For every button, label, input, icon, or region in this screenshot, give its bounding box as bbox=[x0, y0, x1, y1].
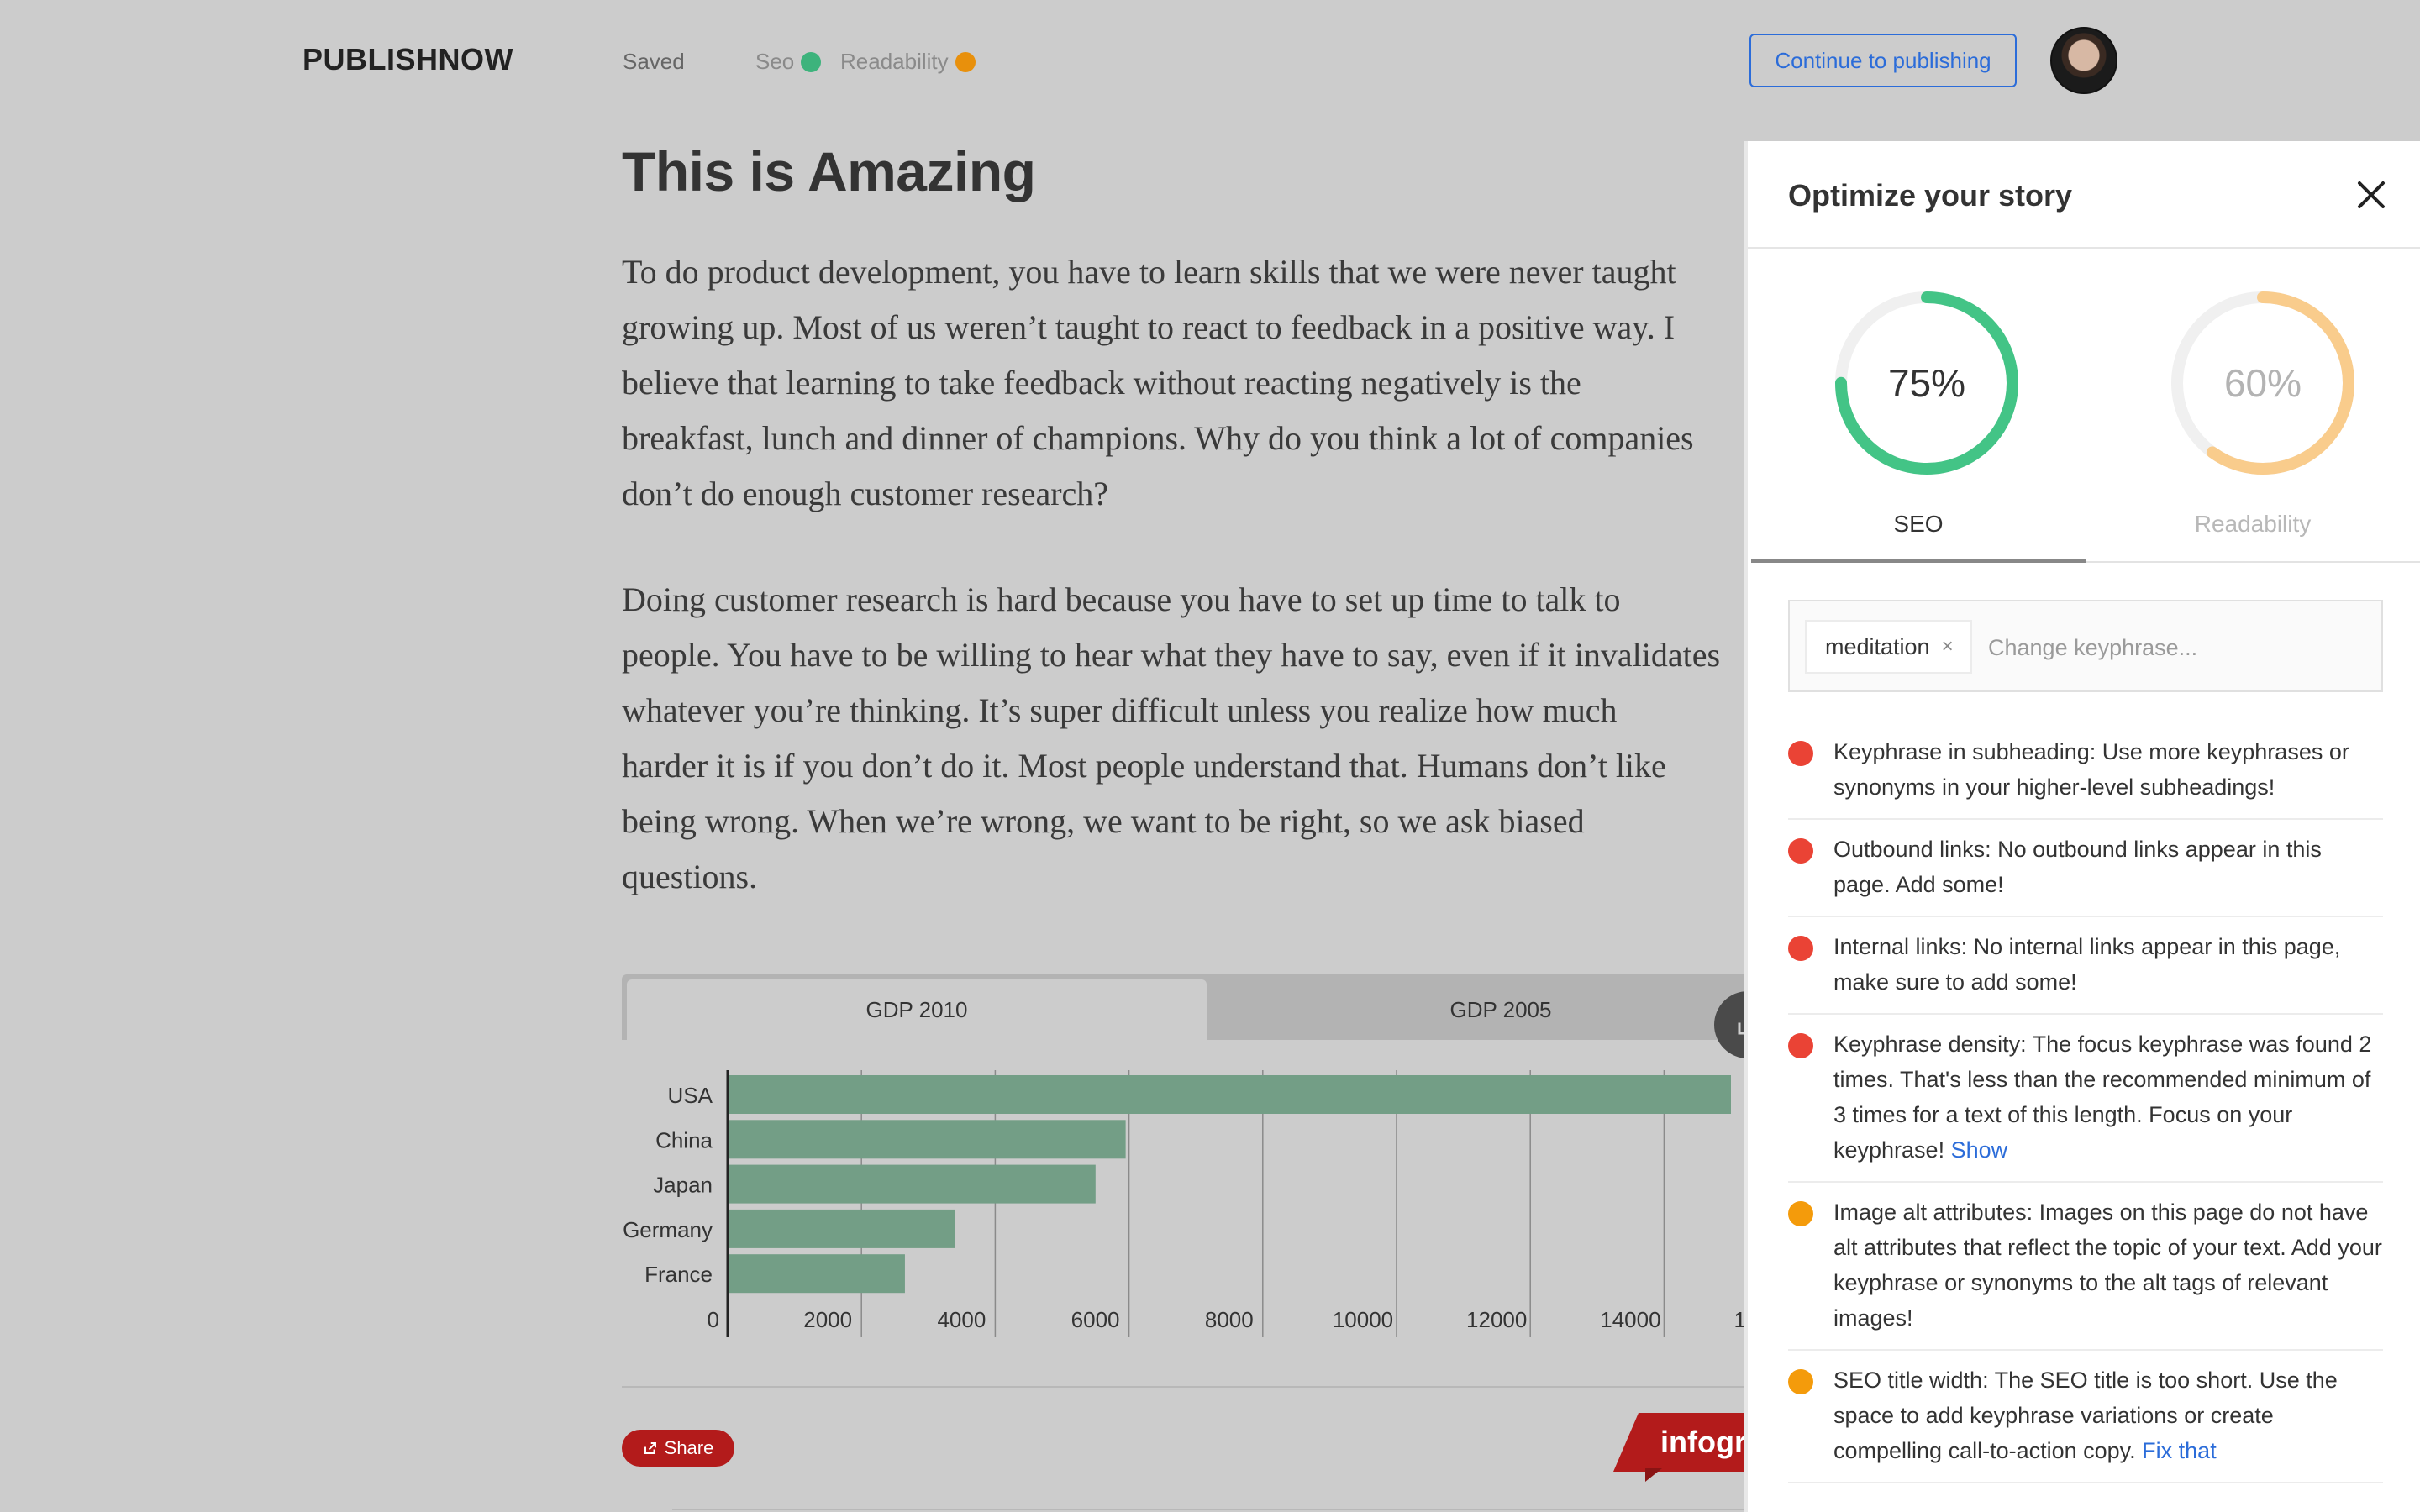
readability-status-dot bbox=[955, 51, 976, 72]
seo-status-label: Seo bbox=[755, 49, 795, 74]
status-dot-red bbox=[1788, 741, 1813, 766]
user-avatar[interactable] bbox=[2050, 27, 2118, 94]
status-dot-orange bbox=[1788, 1369, 1813, 1394]
chart-bar-germany[interactable] bbox=[728, 1209, 955, 1248]
app-logo[interactable]: PUBLISHNOW bbox=[302, 42, 513, 76]
panel-header-divider bbox=[1748, 247, 2420, 249]
readability-status-label: Readability bbox=[840, 49, 949, 74]
optimize-panel: Optimize your story 75% 60% SEO Readabil… bbox=[1744, 141, 2420, 1512]
seo-check-text: Outbound links: No outbound links appear… bbox=[1833, 837, 2322, 897]
chart-x-tick-label: 14000 bbox=[1600, 1307, 1660, 1332]
seo-check-text: Keyphrase in subheading: Use more keyphr… bbox=[1833, 739, 2349, 800]
tab-seo-active-indicator bbox=[1751, 559, 2086, 563]
seo-check-text: Internal links: No internal links appear… bbox=[1833, 934, 2341, 995]
chart-tab-gdp-2005[interactable]: GDP 2005 bbox=[1449, 996, 1552, 1022]
seo-gauge-ring bbox=[1835, 291, 2018, 475]
infogram-logo-tail bbox=[1645, 1468, 1662, 1482]
chart-bar-usa[interactable] bbox=[728, 1075, 1731, 1114]
close-panel-button[interactable] bbox=[2349, 173, 2393, 217]
status-dot-red bbox=[1788, 1033, 1813, 1058]
chart-x-tick-label: 16000 bbox=[1733, 1307, 1744, 1332]
chart-share-button[interactable]: Share bbox=[622, 1430, 734, 1467]
seo-check-item: Keyphrase in subheading: Use more keyphr… bbox=[1788, 722, 2383, 820]
bottom-divider bbox=[672, 1509, 1744, 1510]
article-title[interactable]: This is Amazing bbox=[622, 140, 1036, 202]
chart-x-tick-label: 2000 bbox=[803, 1307, 852, 1332]
panel-title: Optimize your story bbox=[1788, 178, 2073, 213]
keyphrase-chip[interactable]: meditation × bbox=[1805, 620, 1972, 674]
chart-x-tick-label: 6000 bbox=[1071, 1307, 1120, 1332]
chart-category-label: France bbox=[644, 1262, 713, 1287]
seo-gauge-arc bbox=[1835, 291, 2018, 475]
seo-check-text: Image alt attributes: Images on this pag… bbox=[1833, 1200, 2382, 1331]
seo-check-text: SEO title width: The SEO title is too sh… bbox=[1833, 1368, 2338, 1463]
chart-x-tick-label: 8000 bbox=[1205, 1307, 1254, 1332]
chart-x-tick-label: 10000 bbox=[1333, 1307, 1393, 1332]
seo-check-item: Internal links: No internal links appear… bbox=[1788, 917, 2383, 1015]
gdp-bar-chart: 0 2000 4000 6000 8000 10000 12000 14000 16000 USA… bbox=[623, 1070, 1744, 1337]
close-icon bbox=[2358, 181, 2385, 208]
chart-tabs: GDP 2010 GDP 2005 bbox=[622, 974, 1744, 1040]
keyphrase-box: meditation × bbox=[1788, 600, 2383, 692]
keyphrase-input[interactable] bbox=[1988, 627, 2358, 669]
remove-keyphrase-icon[interactable]: × bbox=[1941, 635, 1954, 658]
readability-gauge-ring bbox=[2171, 291, 2354, 475]
chart-x-tick-label: 4000 bbox=[937, 1307, 986, 1332]
chart-divider bbox=[622, 1386, 1744, 1388]
chart-tab-gdp-2010[interactable]: GDP 2010 bbox=[627, 979, 1207, 1040]
readability-score-value: 60% bbox=[2223, 361, 2302, 405]
readability-status[interactable]: Readability bbox=[840, 49, 976, 75]
keyphrase-chip-label: meditation bbox=[1825, 633, 1930, 659]
readability-gauge-arc bbox=[2171, 291, 2354, 475]
seo-score-gauge: 75% bbox=[1826, 282, 2028, 484]
seo-check-item: Keyphrase density: The focus keyphrase w… bbox=[1788, 1015, 2383, 1183]
tab-divider bbox=[2086, 561, 2420, 563]
chart-x-tick-label: 12000 bbox=[1466, 1307, 1527, 1332]
seo-check-item: SEO title width: The SEO title is too sh… bbox=[1788, 1351, 2383, 1483]
seo-check-item: Outbound links: No outbound links appear… bbox=[1788, 820, 2383, 917]
status-dot-red bbox=[1788, 838, 1813, 864]
tab-readability[interactable]: Readability bbox=[2194, 511, 2312, 537]
share-icon bbox=[1738, 1022, 1744, 1035]
share-icon bbox=[644, 1442, 656, 1454]
chart-category-label: China bbox=[655, 1127, 713, 1152]
article-area: This is Amazing To do product developmen… bbox=[622, 140, 1744, 1510]
seo-score-value: 75% bbox=[1887, 361, 1966, 405]
seo-check-link[interactable]: Show bbox=[1950, 1137, 2008, 1163]
chart-bar-japan[interactable] bbox=[728, 1164, 1096, 1204]
chart-x-tick-label: 0 bbox=[708, 1307, 719, 1332]
seo-check-text: Keyphrase density: The focus keyphrase w… bbox=[1833, 1032, 2372, 1163]
article-paragraph-2[interactable]: Doing customer research is hard because … bbox=[622, 580, 1721, 895]
save-status: Saved bbox=[623, 49, 685, 74]
status-dot-orange bbox=[1788, 1201, 1813, 1226]
share-button-label: Share bbox=[664, 1437, 714, 1458]
continue-publishing-button[interactable]: Continue to publishing bbox=[1749, 34, 2017, 87]
chart-category-label: Japan bbox=[653, 1173, 713, 1198]
tab-seo[interactable]: SEO bbox=[1893, 511, 1944, 537]
seo-status-dot bbox=[801, 51, 822, 72]
chart-bar-france[interactable] bbox=[728, 1254, 905, 1294]
readability-score-gauge: 60% bbox=[2162, 282, 2364, 484]
seo-check-item: Image alt attributes: Images on this pag… bbox=[1788, 1183, 2383, 1351]
seo-check-list: Keyphrase in subheading: Use more keyphr… bbox=[1788, 722, 2383, 1483]
chart-category-label: USA bbox=[668, 1083, 713, 1108]
article-paragraph-1[interactable]: To do product development, you have to l… bbox=[622, 253, 1694, 512]
infogram-logo[interactable]: infogram bbox=[1613, 1413, 1744, 1472]
status-dot-red bbox=[1788, 936, 1813, 961]
chart-bar-china[interactable] bbox=[728, 1120, 1126, 1159]
seo-check-link[interactable]: Fix that bbox=[2142, 1438, 2217, 1463]
seo-status[interactable]: Seo bbox=[755, 49, 822, 75]
chart-category-label: Germany bbox=[623, 1217, 713, 1242]
